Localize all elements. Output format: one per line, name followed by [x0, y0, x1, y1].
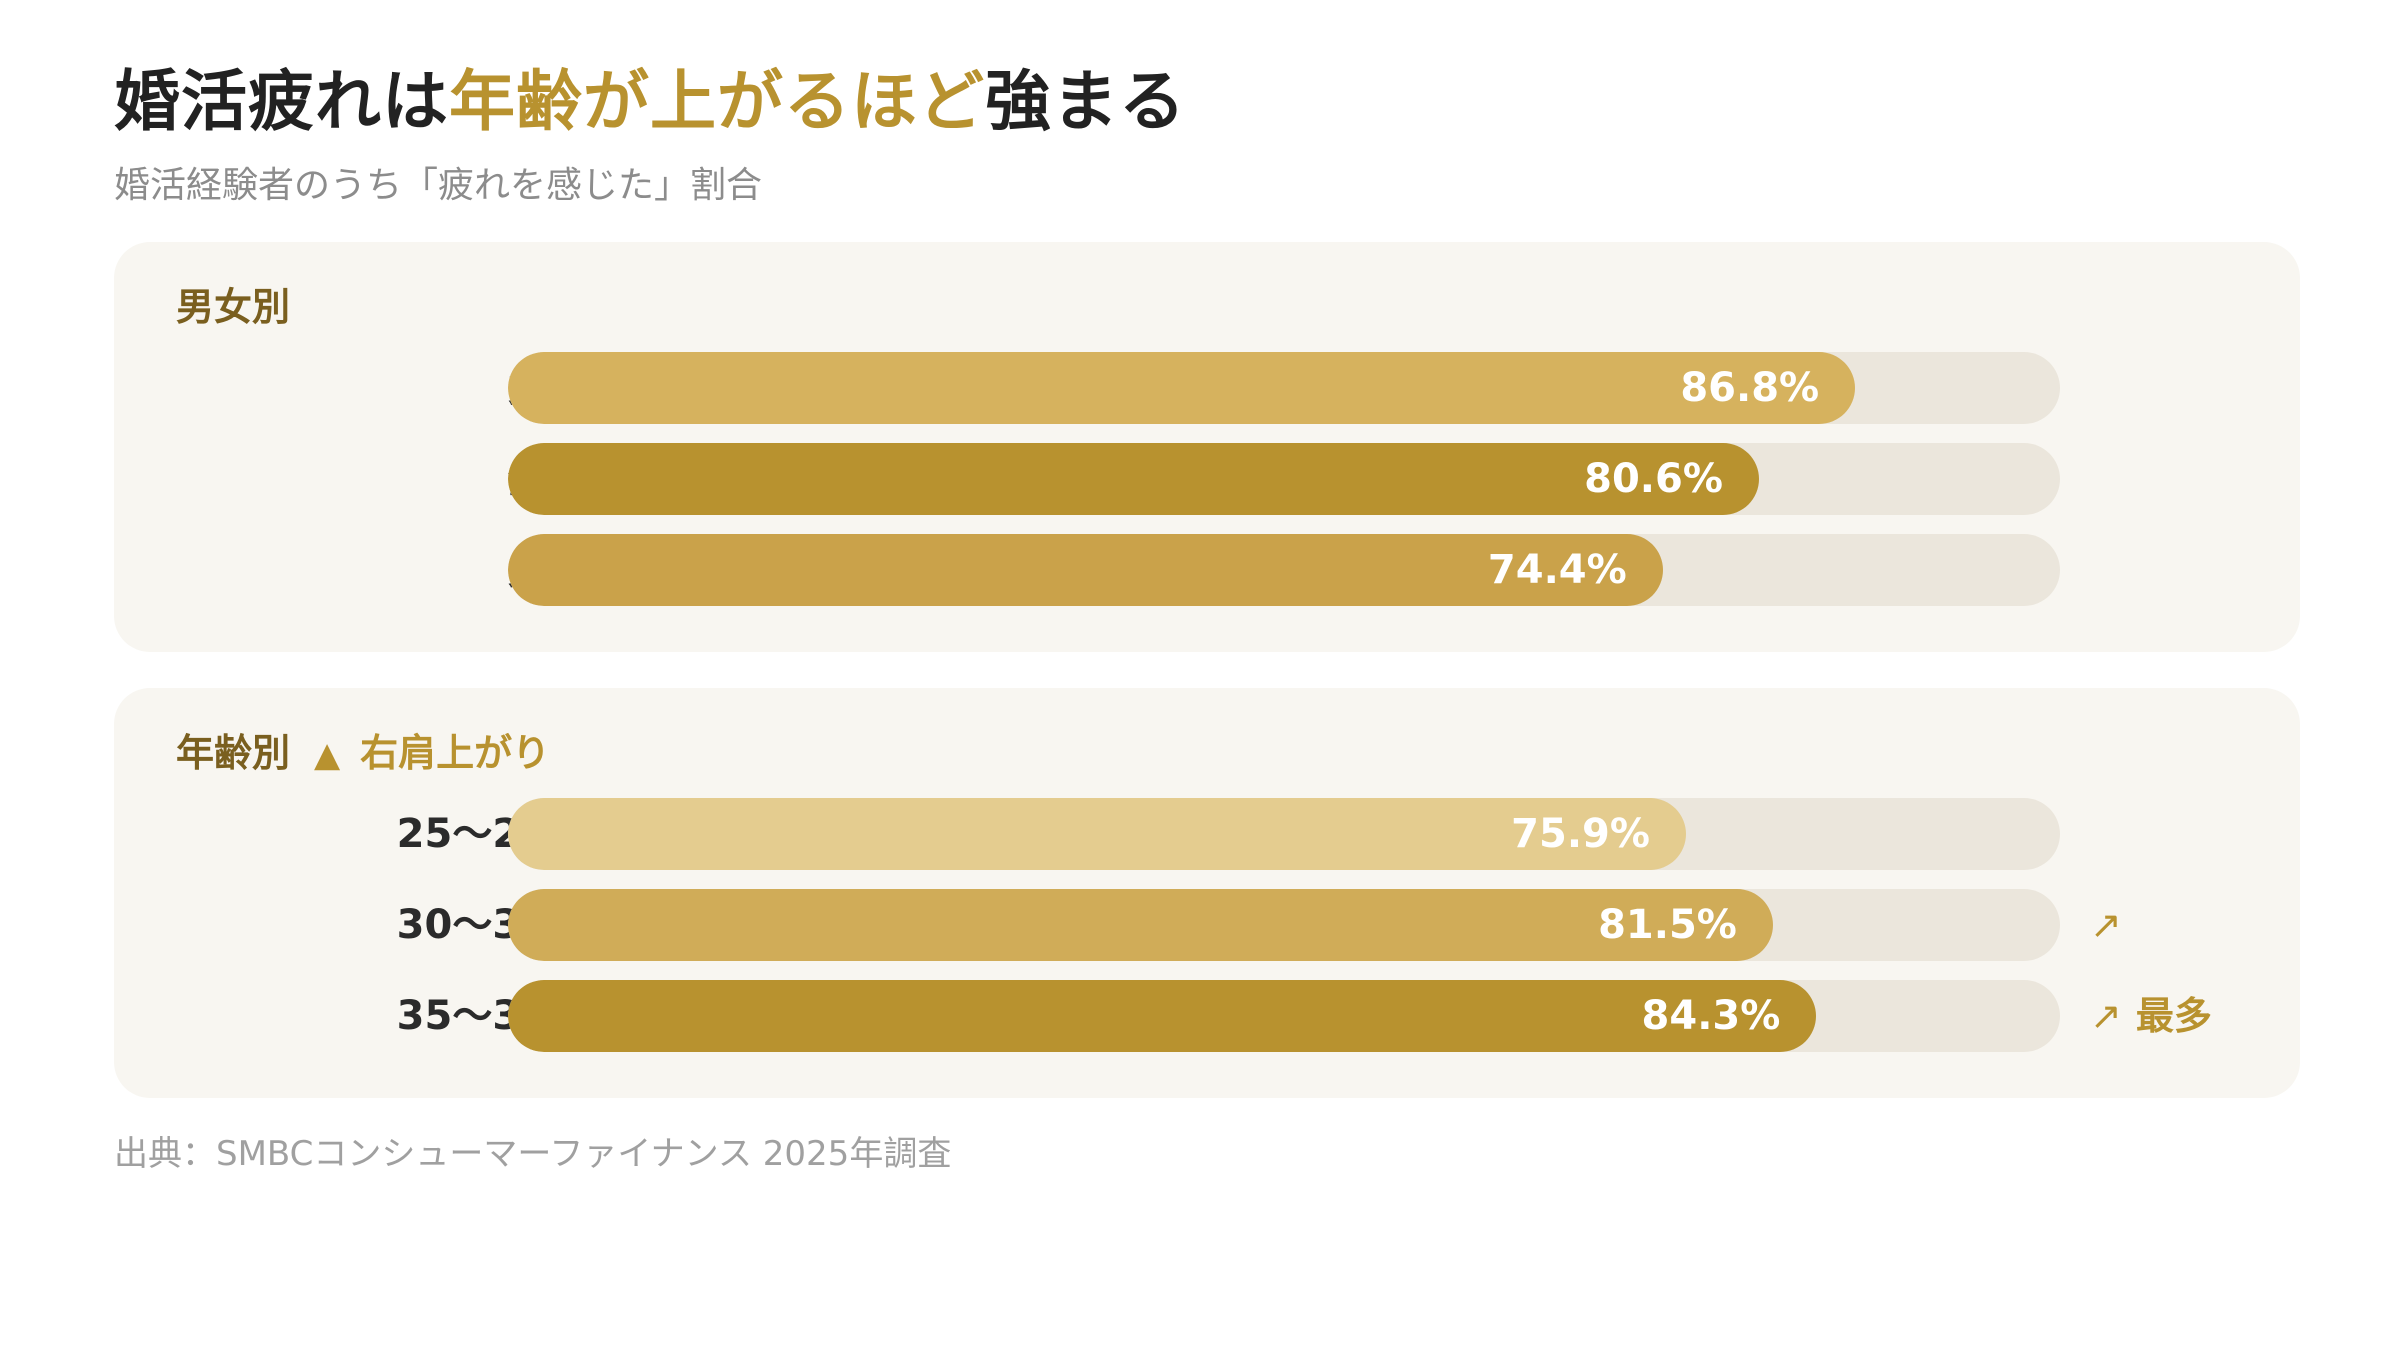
- page-title: 婚活疲れは年齢が上がるほど強まる: [114, 62, 1186, 142]
- bar-track: 80.6%: [508, 443, 2060, 515]
- bar-track: 74.4%: [508, 534, 2060, 606]
- title-accent: 年齢が上がるほど: [449, 63, 985, 140]
- title-part1: 婚活疲れは: [114, 63, 449, 140]
- bar-row: 女性86.8%: [114, 352, 2300, 424]
- bar-track: 81.5%: [508, 889, 2060, 961]
- bar: 74.4%: [508, 534, 1663, 606]
- bar-track: 86.8%: [508, 352, 2060, 424]
- bar-track: 75.9%: [508, 798, 2060, 870]
- title-part2: 強まる: [985, 63, 1186, 140]
- bar: 80.6%: [508, 443, 1759, 515]
- bar-row-note: ↗ 最多: [2090, 980, 2212, 1052]
- bar: 81.5%: [508, 889, 1773, 961]
- age-panel: 年齢別 ▲ 右肩上がり 25〜29歳 75.9% 30〜34歳 81.5% ↗ 35〜39歳 8…: [114, 688, 2300, 1098]
- bar-row: 25〜29歳 75.9%: [114, 798, 2300, 870]
- bar-row: 全体80.6%: [114, 443, 2300, 515]
- trend-arrow-icon: ↗: [2090, 994, 2122, 1038]
- age-panel-title: 年齢別: [176, 731, 291, 775]
- bar-row: 35〜39歳 84.3% ↗ 最多: [114, 980, 2300, 1052]
- triangle-up-icon: ▲: [314, 735, 341, 775]
- bar: 86.8%: [508, 352, 1856, 424]
- age-panel-note: 右肩上がり: [360, 731, 551, 775]
- bar-value-label: 84.3%: [1641, 993, 1781, 1039]
- bar-track: 84.3%: [508, 980, 2060, 1052]
- bar-row: 男性74.4%: [114, 534, 2300, 606]
- trend-arrow-icon: ↗: [2090, 903, 2122, 947]
- bar-value-label: 86.8%: [1680, 365, 1820, 411]
- source-note: 出典：SMBCコンシューマーファイナンス 2025年調査: [114, 1134, 952, 1174]
- bar-row-note-text: 最多: [2135, 994, 2212, 1038]
- gender-panel: 男女別 女性86.8% 全体80.6% 男性74.4%: [114, 242, 2300, 652]
- bar: 84.3%: [508, 980, 1817, 1052]
- bar-value-label: 80.6%: [1584, 456, 1723, 502]
- bar-value-label: 74.4%: [1487, 547, 1627, 593]
- bar-value-label: 75.9%: [1511, 811, 1650, 857]
- bar: 75.9%: [508, 798, 1686, 870]
- age-panel-heading: 年齢別 ▲ 右肩上がり: [176, 728, 550, 780]
- page-subtitle: 婚活経験者のうち「疲れを感じた」割合: [114, 165, 763, 206]
- bar-value-label: 81.5%: [1598, 902, 1737, 948]
- bar-row-note: ↗: [2090, 889, 2136, 961]
- gender-panel-heading: 男女別: [176, 282, 290, 332]
- gender-panel-title: 男女別: [176, 285, 291, 329]
- bar-row: 30〜34歳 81.5% ↗: [114, 889, 2300, 961]
